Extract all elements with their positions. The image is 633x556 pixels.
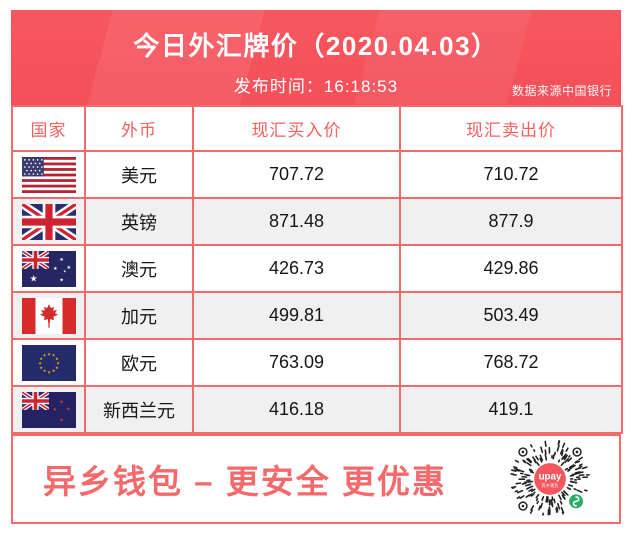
svg-text:★: ★ — [56, 360, 60, 365]
currency-name: 澳元 — [84, 244, 194, 293]
promo-slogan: 异乡钱包 – 更安全 更优惠 — [43, 463, 447, 500]
promo-banner: 异乡钱包 – 更安全 更优惠 upay 异乡钱包 — [11, 434, 621, 524]
table-row: ★ ★ ★ ★ 新西兰元 416.18 419.1 — [11, 385, 623, 434]
svg-text:★: ★ — [51, 368, 55, 373]
sell-rate: 419.1 — [399, 385, 623, 434]
sell-rate: 429.86 — [399, 244, 623, 293]
rate-sheet: 今日外汇牌价（2020.04.03） 发布时间：16:18:53 数据来源中国银… — [11, 10, 623, 524]
svg-text:★: ★ — [53, 265, 58, 271]
svg-text:★: ★ — [59, 417, 64, 423]
svg-text:★: ★ — [29, 274, 37, 284]
buy-rate: 763.09 — [192, 338, 401, 387]
buy-rate: 871.48 — [192, 197, 401, 246]
table-row: ★ ★ ★ ★ ★ ★ 澳元 426.73 429.86 — [11, 244, 623, 293]
sell-rate: 503.49 — [399, 291, 623, 340]
qr-brand-sublabel: 异乡钱包 — [541, 482, 559, 489]
australia-flag-icon: ★ ★ ★ ★ ★ ★ — [13, 250, 84, 287]
svg-text:★: ★ — [65, 406, 70, 412]
qr-center-circle — [534, 463, 566, 495]
currency-name: 加元 — [84, 291, 194, 340]
svg-text:★: ★ — [63, 269, 66, 273]
column-header-currency: 外币 — [84, 105, 194, 152]
buy-rate: 707.72 — [192, 150, 401, 199]
sell-rate: 768.72 — [399, 338, 623, 387]
sell-rate: 710.72 — [399, 150, 623, 199]
currency-name: 新西兰元 — [84, 385, 194, 434]
uk-flag-icon — [13, 204, 84, 240]
us-flag-icon — [13, 156, 84, 193]
svg-text:★: ★ — [51, 352, 55, 357]
publish-time: 发布时间：16:18:53 — [233, 77, 399, 96]
column-header-sell: 现汇卖出价 — [399, 105, 623, 152]
qr-code: upay 异乡钱包 — [510, 440, 590, 516]
svg-text:★: ★ — [59, 256, 64, 262]
svg-text:★: ★ — [59, 277, 64, 283]
table-row: 英镑 871.48 877.9 — [11, 197, 623, 246]
svg-text:★: ★ — [42, 368, 46, 373]
currency-name: 美元 — [84, 150, 194, 199]
canada-flag-icon — [13, 297, 84, 334]
header-banner: 今日外汇牌价（2020.04.03） 发布时间：16:18:53 数据来源中国银… — [11, 10, 621, 105]
svg-text:★: ★ — [42, 352, 46, 357]
buy-rate: 426.73 — [192, 244, 401, 293]
svg-text:★: ★ — [38, 360, 42, 365]
eu-flag-icon: ★ ★ ★ ★ ★ ★ ★ ★ ★ ★ ★ ★ — [13, 344, 84, 381]
table-header-row: 国家 外币 现汇买入价 现汇卖出价 — [11, 105, 623, 152]
table-row: ★ ★ ★ ★ ★ ★ ★ ★ ★ ★ ★ ★ 欧元 763.09 768.72 — [11, 338, 623, 387]
exchange-rates-table: 国家 外币 现汇买入价 现汇卖出价 美元 707.72 710.72 — [11, 105, 623, 434]
svg-text:★: ★ — [66, 265, 71, 271]
table-row: 加元 499.81 503.49 — [11, 291, 623, 340]
currency-name: 英镑 — [84, 197, 194, 246]
svg-text:★: ★ — [59, 399, 64, 405]
new-zealand-flag-icon: ★ ★ ★ ★ — [13, 391, 84, 428]
rates-table-body: 美元 707.72 710.72 英镑 871.48 877.9 ★ ★ ★ ★… — [11, 150, 623, 434]
qr-brand-label: upay — [539, 471, 562, 482]
column-header-buy: 现汇买入价 — [192, 105, 401, 152]
table-row: 美元 707.72 710.72 — [11, 150, 623, 199]
svg-text:★: ★ — [55, 364, 59, 369]
sell-rate: 877.9 — [399, 197, 623, 246]
column-header-country: 国家 — [11, 105, 86, 152]
svg-text:★: ★ — [39, 355, 43, 360]
svg-text:★: ★ — [47, 369, 51, 374]
buy-rate: 416.18 — [192, 385, 401, 434]
svg-text:★: ★ — [47, 351, 51, 356]
currency-name: 欧元 — [84, 338, 194, 387]
buy-rate: 499.81 — [192, 291, 401, 340]
data-source-label: 数据来源中国银行 — [511, 84, 612, 98]
mini-program-badge-icon — [567, 493, 585, 510]
svg-text:★: ★ — [55, 355, 59, 360]
svg-text:★: ★ — [52, 406, 57, 412]
page-title: 今日外汇牌价（2020.04.03） — [133, 31, 499, 61]
qr-corner-eyes — [518, 447, 582, 511]
qr-dashes — [510, 440, 590, 516]
svg-text:★: ★ — [39, 364, 43, 369]
